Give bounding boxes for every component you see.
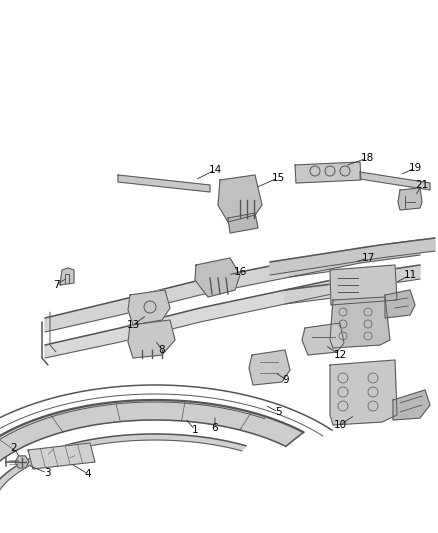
Polygon shape [398,188,422,210]
Text: 21: 21 [415,180,429,190]
Text: 18: 18 [360,153,374,163]
Text: 13: 13 [127,320,140,330]
Polygon shape [302,323,344,355]
Text: 1: 1 [192,425,198,435]
Text: 4: 4 [85,469,91,479]
Polygon shape [295,162,361,183]
Text: 2: 2 [11,443,18,453]
Polygon shape [270,238,435,275]
Text: 6: 6 [212,423,218,433]
Polygon shape [218,175,262,222]
Text: 9: 9 [283,375,290,385]
Polygon shape [249,350,290,385]
Polygon shape [0,400,304,533]
Text: 7: 7 [53,280,59,290]
Text: 12: 12 [333,350,346,360]
Text: 10: 10 [333,420,346,430]
Polygon shape [28,443,95,469]
Polygon shape [45,255,340,332]
Polygon shape [118,175,210,192]
Text: 17: 17 [361,253,374,263]
Polygon shape [393,390,430,420]
Polygon shape [330,360,397,425]
Polygon shape [15,456,29,468]
Polygon shape [360,172,430,190]
Text: 16: 16 [233,267,247,277]
Polygon shape [128,290,170,325]
Polygon shape [290,240,420,277]
Polygon shape [45,283,340,358]
Text: 11: 11 [403,270,417,280]
Polygon shape [60,268,74,285]
Polygon shape [385,290,415,318]
Text: 3: 3 [44,468,50,478]
Polygon shape [330,265,397,305]
Text: 8: 8 [159,345,165,355]
Polygon shape [0,434,246,529]
Polygon shape [330,297,390,348]
Polygon shape [128,320,175,358]
Text: 5: 5 [275,407,281,417]
Polygon shape [285,265,420,304]
Text: 14: 14 [208,165,222,175]
Text: 19: 19 [408,163,422,173]
Polygon shape [228,213,258,233]
Text: 15: 15 [272,173,285,183]
Polygon shape [195,258,240,297]
